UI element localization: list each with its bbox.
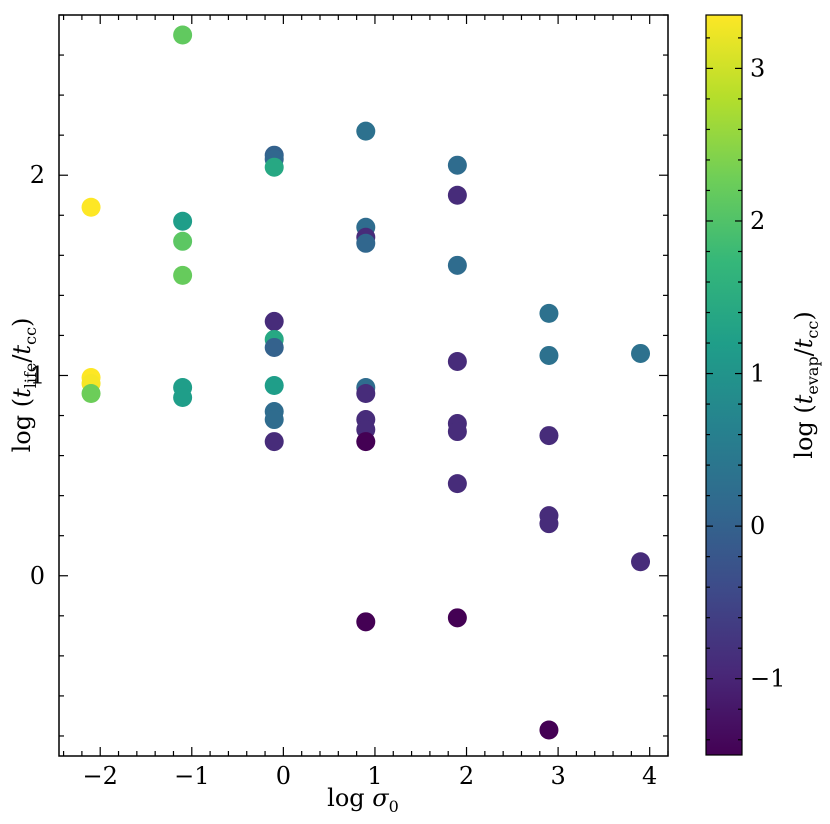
data-point (264, 376, 284, 395)
data-point (264, 337, 284, 357)
data-point (356, 432, 376, 452)
data-point (631, 552, 651, 572)
data-point (539, 720, 559, 740)
data-point (173, 231, 193, 251)
data-point (539, 426, 559, 446)
data-point (539, 345, 559, 365)
x-tick-label: −2 (83, 762, 118, 790)
y-axis-ticks: 0 1 2 (30, 14, 668, 737)
colorbar-tick-label: −1 (750, 665, 785, 693)
x-axis-ticks: −2 −1 0 1 2 3 4 (62, 15, 669, 790)
x-tick-label: 4 (642, 762, 657, 790)
colorbar-tick-label: 1 (750, 360, 765, 388)
x-tick-label: 3 (550, 762, 565, 790)
colorbar-ticks: −1 0 1 2 3 (706, 37, 785, 741)
data-point (447, 351, 467, 371)
plot-frame (58, 14, 669, 757)
data-point (356, 384, 376, 404)
y-axis-label: log (tlife​/tcc​) (8, 318, 40, 453)
data-point (356, 612, 376, 632)
x-tick-label: 2 (459, 762, 474, 790)
data-point (173, 211, 193, 231)
data-point (539, 514, 559, 534)
data-point (264, 311, 284, 331)
data-point (356, 233, 376, 253)
data-point (447, 608, 467, 628)
data-point (81, 197, 101, 217)
data-point (173, 265, 193, 285)
scatter-points (81, 25, 651, 740)
x-tick-label: 1 (367, 762, 382, 790)
colorbar-label: log (tevap​/tcc​) (790, 311, 822, 458)
data-point (447, 255, 467, 275)
colorbar-tick-label: 2 (750, 207, 765, 235)
data-point (173, 25, 193, 45)
x-tick-label: −1 (174, 762, 209, 790)
x-axis-label: log σ0​ (327, 784, 399, 816)
y-tick-label: 2 (30, 161, 45, 189)
data-point (447, 155, 467, 175)
data-point (447, 474, 467, 494)
data-point (631, 343, 651, 363)
data-point (264, 157, 284, 177)
colorbar-tick-label: 0 (750, 512, 765, 540)
data-point (81, 384, 101, 404)
x-tick-label: 0 (276, 762, 291, 790)
data-point (264, 410, 284, 430)
data-point (447, 185, 467, 205)
data-point (264, 432, 284, 452)
data-point (447, 422, 467, 442)
data-point (356, 121, 376, 141)
data-point (173, 388, 193, 408)
y-tick-label: 0 (30, 562, 45, 590)
y-tick-label: 1 (30, 361, 45, 389)
data-point (539, 303, 559, 323)
colorbar-tick-label: 3 (750, 54, 765, 82)
colorbar (705, 14, 743, 756)
